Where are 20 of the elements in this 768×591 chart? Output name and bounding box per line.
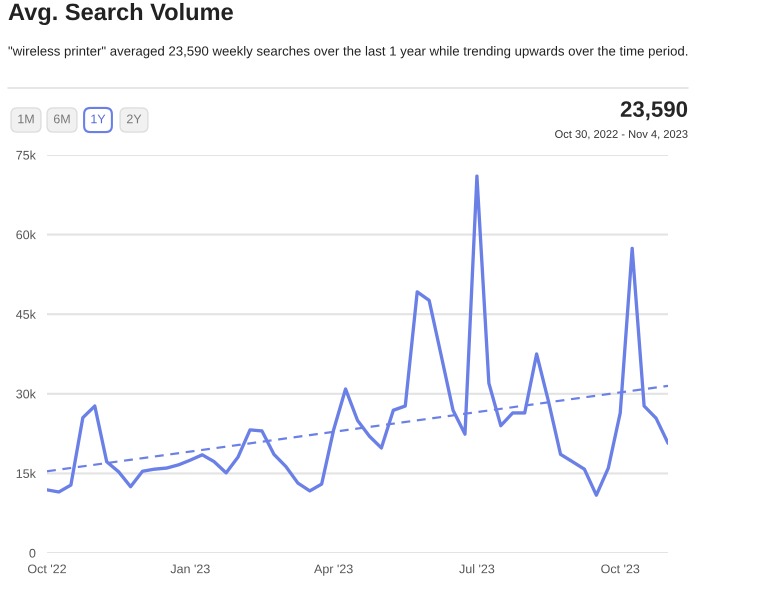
x-tick-label: Apr '23 (314, 564, 353, 576)
x-tick-label: Oct '22 (28, 564, 66, 574)
y-tick-label: 75k (16, 150, 36, 160)
y-tick-label: 0 (29, 548, 36, 558)
y-tick-label: 60k (16, 230, 36, 240)
y-tick-label: 15k (16, 468, 36, 478)
x-tick-label: Jul '23 (459, 564, 494, 574)
x-tick-label: Jan '23 (170, 564, 210, 574)
text: 1M (18, 114, 34, 124)
chart-subtitle: "wireless printer" averaged 23,590 weekly searches over the last 1 year while trending upwards over the time period. (8, 46, 688, 58)
text: 23,590 (620, 101, 688, 120)
y-tick-label: 45k (16, 310, 36, 319)
y-tick-label: 30k (16, 389, 36, 398)
text: Oct 30, 2022 - Nov 4, 2023 (555, 130, 688, 140)
line-series (47, 174, 668, 497)
chart-title: Avg. Search Volume (8, 2, 233, 26)
text: 1Y (91, 114, 106, 124)
text: 2Y (126, 114, 142, 124)
x-tick-label: Oct '23 (601, 564, 640, 574)
text: 6M (54, 114, 70, 124)
